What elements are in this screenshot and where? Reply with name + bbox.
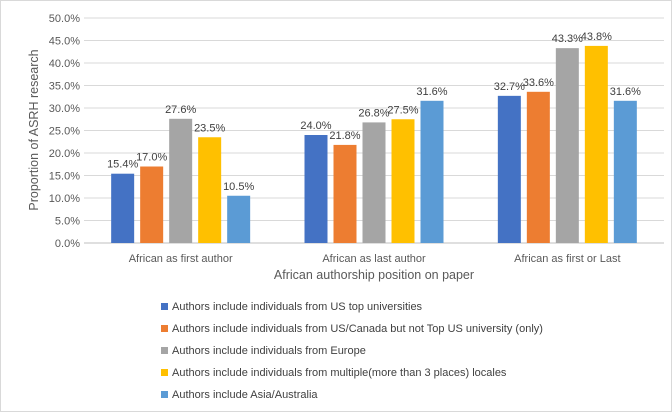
x-tick-label: African as first or Last <box>514 253 620 265</box>
data-label: 17.0% <box>136 152 167 164</box>
bar <box>169 118 193 243</box>
y-tick-label: 50.0% <box>49 13 80 25</box>
bar <box>526 91 550 243</box>
bar <box>555 48 579 244</box>
y-tick-label: 45.0% <box>49 36 80 48</box>
data-label: 26.8% <box>358 107 389 119</box>
data-label: 43.8% <box>581 31 612 43</box>
bars <box>111 45 637 244</box>
legend-label: Authors include Asia/Australia <box>172 389 318 401</box>
data-label: 27.6% <box>165 104 196 116</box>
bar <box>333 144 357 243</box>
y-axis-title: Proportion of ASRH research <box>27 49 41 210</box>
data-labels: 15.4%17.0% 27.6% 23.5% 10.5% 24.0%21.8% 26.8%… <box>107 31 641 193</box>
data-label: 21.8% <box>329 130 360 142</box>
bar <box>497 95 521 243</box>
data-label: 24.0% <box>300 120 331 132</box>
bar <box>198 137 222 243</box>
y-tick-label: 0.0% <box>55 238 80 250</box>
y-tick-label: 10.0% <box>49 193 80 205</box>
data-label: 32.7% <box>494 81 525 93</box>
data-label: 10.5% <box>223 181 254 193</box>
bar <box>362 122 386 243</box>
legend-swatch <box>161 303 168 310</box>
x-axis-title: African authorship position on paper <box>274 268 474 282</box>
bar <box>111 173 135 243</box>
y-tick-label: 25.0% <box>49 126 80 138</box>
legend-label: Authors include individuals from US top … <box>172 301 423 313</box>
y-tick-label: 20.0% <box>49 148 80 160</box>
data-label: 31.6% <box>610 86 641 98</box>
data-label: 15.4% <box>107 159 138 171</box>
legend-swatch <box>161 325 168 332</box>
x-tick-label: African as last author <box>322 253 426 265</box>
data-label: 43.3% <box>552 33 583 45</box>
bar <box>304 135 328 243</box>
bar <box>613 100 637 243</box>
data-label: 23.5% <box>194 122 225 134</box>
legend-swatch <box>161 391 168 398</box>
legend-label: Authors include individuals from multipl… <box>172 367 507 379</box>
bar <box>391 119 415 243</box>
y-tick-label: 30.0% <box>49 103 80 115</box>
x-tick-label: African as first author <box>129 253 233 265</box>
legend-label: Authors include individuals from US/Cana… <box>172 323 543 335</box>
bar <box>584 45 608 244</box>
y-tick-label: 35.0% <box>49 81 80 93</box>
y-tick-label: 15.0% <box>49 171 80 183</box>
legend-swatch <box>161 347 168 354</box>
data-label: 33.6% <box>523 77 554 89</box>
legend-label: Authors include individuals from Europe <box>172 345 366 357</box>
data-label: 31.6% <box>416 86 447 98</box>
legend: Authors include individuals from US top … <box>161 301 543 401</box>
bar <box>420 100 444 243</box>
data-label: 27.5% <box>387 104 418 116</box>
bar <box>227 195 251 243</box>
bar <box>140 166 164 243</box>
y-tick-labels: 0.0% 5.0% 10.0% 15.0% 20.0% 25.0% 30.0% 35.0% 40… <box>49 13 80 250</box>
y-tick-label: 5.0% <box>55 216 80 228</box>
y-tick-label: 40.0% <box>49 58 80 70</box>
legend-swatch <box>161 369 168 376</box>
x-tick-labels: African as first author African as last a… <box>129 253 621 265</box>
